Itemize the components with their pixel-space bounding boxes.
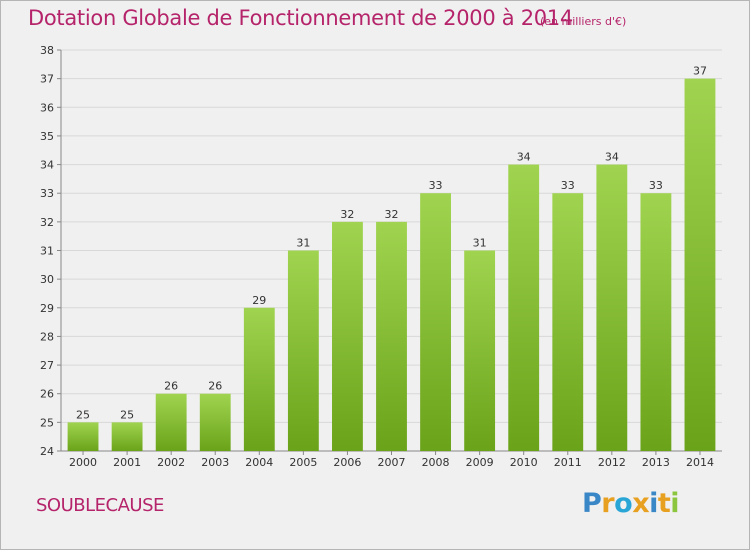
y-tick-label: 38 (40, 44, 54, 57)
x-tick-label: 2007 (378, 456, 406, 469)
x-tick-label: 2004 (245, 456, 273, 469)
data-label: 25 (120, 408, 134, 421)
data-label: 29 (252, 294, 266, 307)
commune-name: SOUBLECAUSE (36, 495, 164, 516)
bar (155, 393, 187, 451)
logo-letter: r (601, 488, 615, 519)
data-label: 37 (693, 65, 707, 78)
y-tick-label: 24 (40, 445, 54, 458)
x-tick-label: 2006 (333, 456, 361, 469)
chart-subtitle: (en milliers d'€) (540, 15, 627, 28)
bar (464, 250, 496, 451)
bar (508, 164, 540, 452)
data-label: 26 (208, 380, 222, 393)
x-tick-label: 2005 (289, 456, 317, 469)
x-tick-label: 2009 (466, 456, 494, 469)
y-tick-label: 33 (40, 187, 54, 200)
bar (684, 78, 716, 452)
x-tick-label: 2002 (157, 456, 185, 469)
x-tick-label: 2012 (598, 456, 626, 469)
logo-letter: x (632, 488, 650, 519)
bar (287, 250, 319, 451)
bar (552, 193, 584, 451)
data-label: 31 (296, 237, 310, 250)
bar (199, 393, 231, 451)
labels: 24 25 26 27 28 29 30 31 32 33 34 35 36 37 38 25 2000 25 20… (40, 44, 714, 469)
y-tick-label: 30 (40, 273, 54, 286)
logo-letter: i (649, 488, 658, 519)
bar (332, 221, 363, 451)
data-label: 25 (76, 408, 90, 421)
data-label: 31 (473, 237, 487, 250)
data-label: 34 (517, 151, 531, 164)
data-label: 34 (605, 151, 619, 164)
data-label: 26 (164, 380, 178, 393)
x-tick-label: 2000 (69, 456, 97, 469)
bar (243, 307, 275, 451)
bar (111, 422, 143, 451)
data-label: 33 (561, 179, 575, 192)
x-tick-label: 2014 (686, 456, 714, 469)
y-tick-label: 35 (40, 130, 54, 143)
chart-title: Dotation Globale de Fonctionnement de 20… (28, 6, 573, 30)
x-tick-label: 2011 (554, 456, 582, 469)
y-tick-label: 29 (40, 302, 54, 315)
x-tick-label: 2003 (201, 456, 229, 469)
y-tick-label: 32 (40, 216, 54, 229)
y-tick-label: 28 (40, 330, 54, 343)
bar (596, 164, 628, 452)
y-tick-label: 27 (40, 359, 54, 372)
y-tick-label: 37 (40, 73, 54, 86)
y-tick-label: 36 (40, 101, 54, 114)
logo-letter: P (582, 488, 602, 519)
y-tick-label: 26 (40, 388, 54, 401)
y-tick-label: 34 (40, 159, 54, 172)
logo-letter: i (670, 488, 680, 519)
y-tick-label: 25 (40, 416, 54, 429)
bar (376, 221, 407, 451)
bar (640, 193, 672, 451)
data-label: 33 (429, 179, 443, 192)
x-tick-label: 2008 (422, 456, 450, 469)
bars (67, 78, 716, 452)
x-tick-label: 2013 (642, 456, 670, 469)
logo-letter: t (657, 488, 671, 519)
y-tick-label: 31 (40, 245, 54, 258)
data-label: 32 (340, 208, 354, 221)
x-tick-label: 2001 (113, 456, 141, 469)
data-label: 32 (385, 208, 399, 221)
bar (67, 422, 99, 451)
bar (420, 193, 451, 451)
logo-letter: o (614, 488, 633, 519)
data-label: 33 (649, 179, 663, 192)
x-tick-label: 2010 (510, 456, 538, 469)
proxiti-logo: Proxiti (582, 488, 680, 519)
